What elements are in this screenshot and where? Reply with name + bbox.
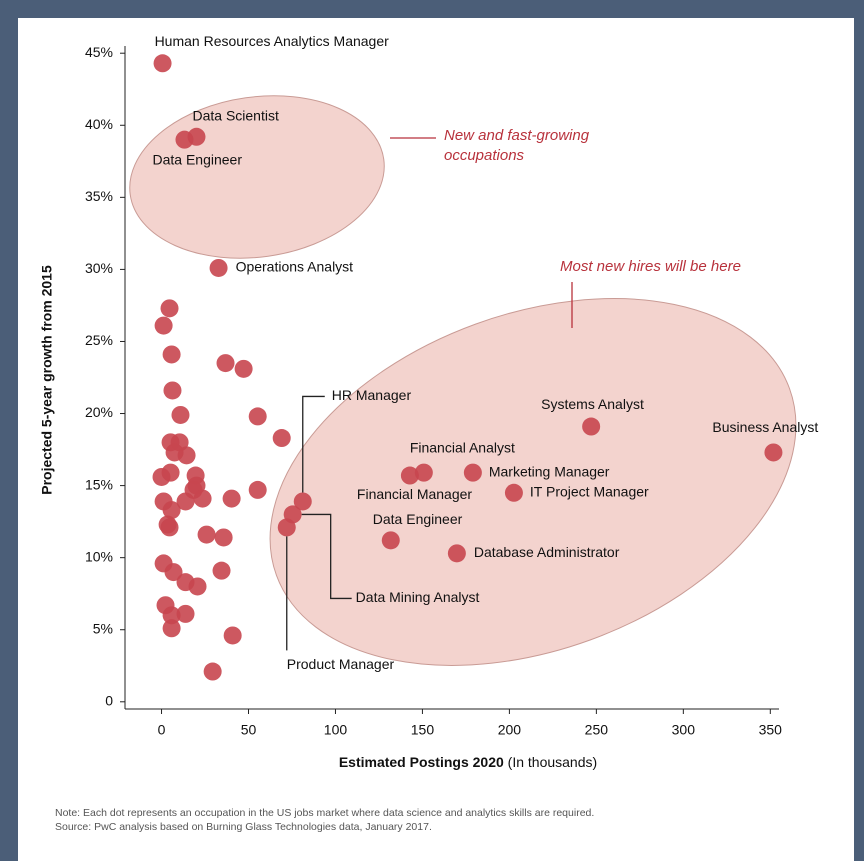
x-tick-label: 250 (585, 722, 609, 738)
point-label: IT Project Manager (530, 484, 649, 500)
dot (504, 483, 523, 502)
annotation: occupations (444, 147, 525, 164)
y-tick-label: 10% (85, 548, 113, 564)
x-tick-label: 150 (411, 722, 435, 738)
dot (463, 463, 482, 482)
dot (162, 606, 181, 625)
x-tick-label: 50 (241, 722, 257, 738)
dot (277, 518, 296, 537)
dot (222, 489, 241, 508)
point-label: Business Analyst (712, 419, 818, 435)
note: Note: Each dot represents an occupation … (55, 807, 594, 819)
dot (162, 345, 181, 364)
point-label: Data Engineer (152, 151, 242, 167)
dot (447, 544, 466, 563)
dot (188, 577, 207, 596)
y-tick-label: 25% (85, 332, 113, 348)
dot (248, 407, 267, 426)
y-tick-label: 5% (93, 620, 113, 636)
dot (764, 443, 783, 462)
point-label: Financial Manager (357, 486, 473, 502)
dot (197, 525, 216, 544)
dot (400, 466, 419, 485)
dot (176, 604, 195, 623)
y-tick-label: 20% (85, 404, 113, 420)
dot (414, 463, 433, 482)
point-label: Systems Analyst (541, 396, 644, 412)
dot (209, 258, 228, 277)
dot (248, 480, 267, 499)
y-tick-label: 30% (85, 260, 113, 276)
y-tick-label: 40% (85, 116, 113, 132)
annotation: Most new hires will be here (560, 258, 741, 275)
dot (212, 561, 231, 580)
dot (293, 492, 312, 511)
dot (160, 299, 179, 318)
point-label: Database Administrator (474, 544, 620, 560)
note: Source: PwC analysis based on Burning Gl… (55, 821, 432, 833)
y-tick-label: 0 (105, 692, 113, 708)
x-tick-label: 300 (672, 722, 696, 738)
point-label: Financial Analyst (410, 439, 515, 455)
point-label: Human Resources Analytics Manager (155, 33, 390, 49)
x-tick-label: 100 (324, 722, 348, 738)
dot (160, 518, 179, 537)
y-tick-label: 45% (85, 44, 113, 60)
dot (164, 563, 183, 582)
highlight-areas (129, 95, 797, 666)
y-axis-label: Projected 5-year growth from 2015 (39, 265, 55, 495)
dot (153, 54, 172, 73)
dot (177, 446, 196, 465)
x-axis-label-main: Estimated Postings 2020 (339, 754, 504, 770)
dot (234, 359, 253, 378)
point-label: Operations Analyst (236, 259, 354, 275)
point-label: Data Mining Analyst (356, 589, 480, 605)
point-label: Marketing Manager (489, 463, 610, 479)
dot (216, 354, 235, 373)
point-label: HR Manager (332, 387, 412, 403)
dot (171, 405, 190, 424)
x-axis-label: Estimated Postings 2020 (In thousands) (339, 754, 597, 770)
dot (154, 316, 173, 335)
y-tick-label: 35% (85, 188, 113, 204)
dot (175, 130, 194, 149)
dot (193, 489, 212, 508)
x-tick-label: 0 (158, 722, 166, 738)
dot (214, 528, 233, 547)
dot (162, 501, 181, 520)
dot (223, 626, 242, 645)
label-leader (301, 513, 352, 600)
point-label: Product Manager (287, 656, 395, 672)
dot (163, 381, 182, 400)
y-tick-label: 15% (85, 476, 113, 492)
highlight-ellipse (269, 298, 797, 666)
point-label: Data Engineer (373, 511, 463, 527)
x-axis-label-note: (In thousands) (508, 754, 598, 770)
x-tick-label: 350 (759, 722, 783, 738)
annotation: New and fast-growing (444, 127, 590, 144)
dot (582, 417, 601, 436)
dot (162, 619, 181, 638)
dot (203, 662, 222, 681)
x-tick-label: 200 (498, 722, 522, 738)
dot (176, 492, 195, 511)
dot (272, 429, 291, 448)
dot (161, 463, 180, 482)
label-leader (302, 395, 325, 493)
dot (381, 531, 400, 550)
point-label: Data Scientist (192, 108, 278, 124)
